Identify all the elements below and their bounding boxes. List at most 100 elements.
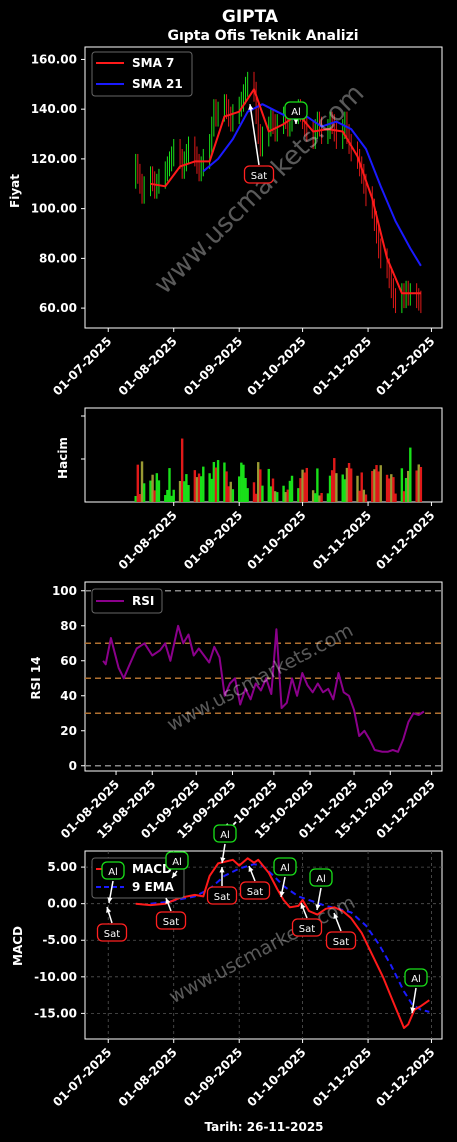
macd-sell-signal-label: Sat <box>104 929 120 940</box>
volume-bar <box>345 467 349 502</box>
macd-sell-signal-badge <box>239 881 271 900</box>
volume-bar <box>142 483 146 502</box>
macd-sell-signal-arrow-head <box>300 903 306 909</box>
macd-buy-signal-arrow-head <box>410 1007 416 1013</box>
macd-sell-signal-label: Sat <box>333 937 349 948</box>
date-footer: Tarih: 26-11-2025 <box>204 1120 323 1134</box>
volume-bar <box>155 473 159 502</box>
volume-bar <box>271 478 275 502</box>
macd-buy-signal-label: Al <box>108 867 118 878</box>
macd-sell-signal-arrow-head <box>333 913 339 919</box>
macd-sell-signal-arrow-head <box>106 907 112 913</box>
volume-bar <box>199 476 203 502</box>
macd-buy-signal-label: Al <box>280 863 290 874</box>
volume-bar <box>284 492 287 502</box>
legend-sma21: SMA 21 <box>132 77 183 91</box>
macd-buy-signal-arrow-head <box>220 857 226 863</box>
macd-buy-signal-arrow-head <box>279 891 285 897</box>
price-legend: SMA 7 SMA 21 <box>91 51 193 97</box>
volume-bar <box>362 489 366 502</box>
volume-bar <box>170 495 173 502</box>
price-x-tick-label: 01-10-2025 <box>245 334 309 398</box>
price-y-tick-label: 60.00 <box>39 301 77 315</box>
volume-bar <box>269 486 273 502</box>
volume-bar <box>149 480 152 502</box>
volume-bar <box>197 473 201 502</box>
macd-y-tick-label: -15.00 <box>34 1006 77 1020</box>
volume-bar <box>299 478 302 502</box>
macd-sell-signal-label: Sat <box>214 892 230 903</box>
volume-bar <box>140 461 144 502</box>
volume-bar <box>330 470 334 502</box>
volume-bar <box>244 477 247 502</box>
macd-x-tick-label: 01-09-2025 <box>181 1045 245 1109</box>
volume-bar <box>210 478 213 502</box>
volume-bar <box>212 462 216 502</box>
rsi-ylabel: RSI 14 <box>29 656 43 699</box>
volume-bar <box>195 477 199 502</box>
volume-bar <box>138 494 142 502</box>
rsi-y-tick-label: 20 <box>60 724 77 738</box>
volume-bar <box>402 491 406 502</box>
volume-bar <box>358 490 361 502</box>
sma21-line <box>202 103 422 267</box>
volume-bar <box>136 464 140 502</box>
volume-x-tick-label: 01-09-2025 <box>181 508 245 572</box>
volume-bar <box>341 474 344 502</box>
macd-x-tick-label: 01-12-2025 <box>373 1045 437 1109</box>
rsi-y-tick-label: 60 <box>60 654 77 668</box>
volume-bar <box>151 474 154 502</box>
price-ylabel: Fiyat <box>8 174 22 208</box>
volume-bar <box>231 489 235 502</box>
volume-bar <box>377 471 380 502</box>
volume-bar <box>164 495 167 502</box>
volume-bar <box>297 488 300 502</box>
macd-x-tick-label: 01-11-2025 <box>310 1045 374 1109</box>
volume-bar <box>290 475 294 502</box>
volume-bar <box>417 464 420 502</box>
volume-bar <box>288 480 292 502</box>
macd-x-tick-label: 01-07-2025 <box>50 1045 114 1109</box>
volume-bar <box>316 468 319 502</box>
volume-ylabel: Hacim <box>56 437 70 479</box>
volume-bar <box>276 492 279 502</box>
price-y-tick-label: 160.00 <box>31 52 77 66</box>
macd-sell-signal-label: Sat <box>299 924 315 935</box>
volume-bar <box>242 464 245 502</box>
volume-bar <box>240 462 243 502</box>
macd-sell-signal-arrow-head <box>165 898 171 904</box>
volume-bar <box>318 495 321 502</box>
macd-buy-signal-badge <box>404 968 428 987</box>
volume-bar <box>400 468 404 502</box>
price-x-tick-label: 01-12-2025 <box>373 334 437 398</box>
legend-rsi: RSI <box>132 594 154 608</box>
volume-bar <box>153 490 156 502</box>
volume-bar <box>193 470 197 502</box>
macd-buy-signal-arrow-head <box>315 904 321 910</box>
volume-bar <box>373 469 376 502</box>
macd-panel: MACD -15.00 -10.00 -5.00 0.00 5.00 01-07-2025… <box>11 824 443 1109</box>
macd-buy-signal-badge <box>273 857 297 876</box>
volume-bar <box>178 480 182 502</box>
volume-panel: Hacim 01-08-2025 01-09-2025 01-10-2025 01-1… <box>56 407 443 572</box>
price-sell-signal-arrow <box>249 104 260 166</box>
volume-bar <box>407 470 410 502</box>
rsi-y-tick-label: 0 <box>69 759 77 773</box>
volume-bar <box>305 467 309 502</box>
volume-bar <box>252 482 256 502</box>
volume-bar <box>419 466 423 502</box>
macd-sell-signal-badge <box>155 911 187 930</box>
volume-bar <box>134 496 137 502</box>
volume-bar <box>185 474 188 502</box>
volume-bar <box>314 493 317 502</box>
volume-bar <box>392 477 395 502</box>
sma7-line <box>150 88 421 295</box>
price-x-tick-label: 01-11-2025 <box>310 334 374 398</box>
price-buy-signal-arrow-head <box>293 118 299 124</box>
rsi-y-tick-label: 80 <box>60 619 77 633</box>
price-y-tick-label: 100.00 <box>31 202 77 216</box>
volume-bar <box>214 467 218 502</box>
price-x-tick-label: 01-08-2025 <box>116 334 180 398</box>
price-x-tick-label: 01-09-2025 <box>181 334 245 398</box>
